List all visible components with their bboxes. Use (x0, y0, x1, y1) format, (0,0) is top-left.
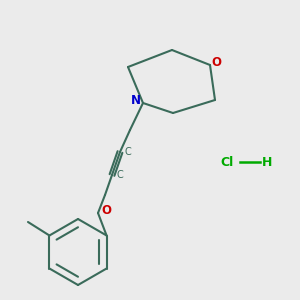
Text: C: C (124, 147, 131, 157)
Text: O: O (101, 203, 111, 217)
Text: O: O (211, 56, 221, 70)
Text: H: H (262, 155, 272, 169)
Text: N: N (131, 94, 141, 107)
Text: Cl: Cl (220, 155, 233, 169)
Text: C: C (117, 170, 123, 180)
